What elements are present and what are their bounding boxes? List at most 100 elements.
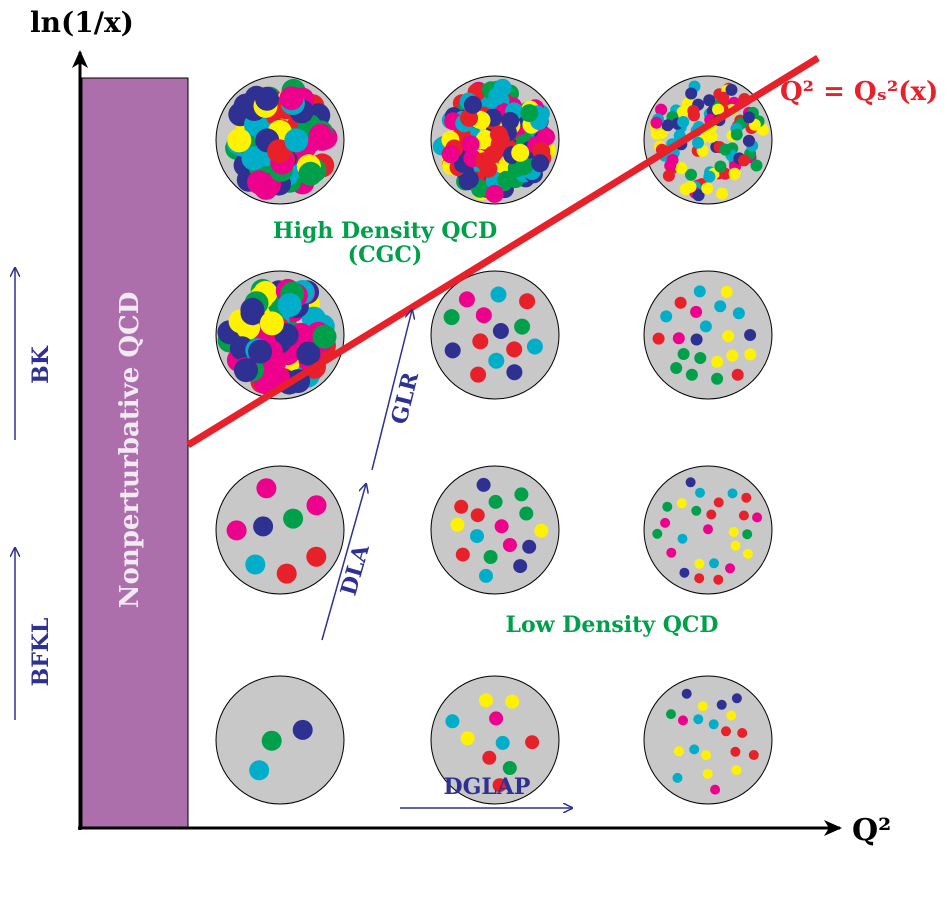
parton bbox=[476, 477, 491, 492]
parton bbox=[726, 710, 737, 721]
parton bbox=[514, 487, 529, 502]
parton bbox=[752, 512, 763, 523]
parton bbox=[298, 161, 323, 186]
parton bbox=[705, 130, 718, 143]
saturation-line bbox=[186, 55, 820, 448]
parton bbox=[722, 330, 735, 343]
parton bbox=[660, 517, 671, 528]
parton bbox=[720, 285, 733, 298]
parton bbox=[725, 563, 735, 574]
parton bbox=[677, 533, 688, 544]
parton bbox=[742, 134, 755, 147]
parton bbox=[702, 768, 713, 779]
parton bbox=[730, 128, 743, 141]
parton bbox=[505, 694, 520, 709]
parton bbox=[676, 498, 687, 509]
parton bbox=[513, 559, 528, 574]
parton bbox=[742, 111, 755, 124]
parton bbox=[713, 497, 724, 508]
cgc-label: (CGC) bbox=[348, 242, 423, 268]
parton bbox=[712, 103, 725, 116]
low-density-label: Low Density QCD bbox=[506, 612, 719, 638]
parton bbox=[672, 332, 685, 345]
parton bbox=[670, 362, 683, 374]
parton bbox=[685, 368, 698, 381]
parton bbox=[502, 761, 517, 775]
parton bbox=[488, 87, 507, 106]
parton bbox=[694, 573, 705, 584]
parton bbox=[693, 285, 706, 298]
parton bbox=[750, 159, 763, 172]
parton bbox=[248, 339, 273, 364]
parton bbox=[267, 139, 292, 164]
parton bbox=[308, 123, 333, 148]
parton bbox=[717, 91, 730, 104]
parton bbox=[245, 554, 266, 575]
parton bbox=[514, 318, 531, 335]
parton bbox=[703, 94, 716, 107]
parton bbox=[725, 83, 738, 96]
parton bbox=[506, 341, 523, 358]
parton bbox=[741, 492, 752, 503]
parton bbox=[697, 701, 708, 712]
parton bbox=[520, 104, 539, 123]
parton bbox=[662, 169, 675, 182]
parton bbox=[522, 539, 537, 554]
parton bbox=[687, 104, 700, 117]
parton bbox=[470, 529, 484, 544]
parton bbox=[454, 499, 469, 514]
parton bbox=[661, 119, 674, 132]
parton bbox=[531, 154, 550, 173]
parton bbox=[689, 744, 700, 755]
parton bbox=[277, 293, 302, 317]
parton bbox=[681, 688, 692, 699]
parton bbox=[694, 558, 705, 569]
parton bbox=[672, 772, 683, 783]
parton bbox=[690, 305, 703, 318]
parton bbox=[708, 719, 719, 730]
parton bbox=[261, 730, 282, 751]
parton bbox=[678, 715, 688, 726]
parton bbox=[249, 760, 270, 781]
parton bbox=[458, 291, 475, 308]
parton bbox=[312, 324, 337, 349]
parton bbox=[711, 372, 724, 385]
parton bbox=[485, 184, 504, 203]
parton bbox=[685, 477, 696, 488]
parton bbox=[495, 735, 510, 750]
parton bbox=[296, 341, 321, 366]
parton bbox=[727, 488, 738, 499]
parton bbox=[515, 157, 534, 176]
parton bbox=[492, 778, 507, 793]
parton bbox=[501, 111, 520, 130]
bk-label: BK bbox=[28, 345, 54, 384]
x-axis-label: Q² bbox=[852, 813, 891, 848]
parton bbox=[714, 300, 727, 313]
parton bbox=[450, 517, 465, 532]
parton bbox=[482, 750, 497, 765]
parton bbox=[470, 366, 487, 383]
parton bbox=[276, 563, 297, 584]
parton bbox=[701, 750, 711, 761]
parton bbox=[650, 116, 663, 129]
parton bbox=[255, 86, 279, 111]
parton bbox=[710, 784, 721, 795]
blob bbox=[643, 675, 773, 805]
glr-label: GLR bbox=[386, 369, 424, 427]
parton bbox=[692, 136, 704, 149]
parton bbox=[443, 309, 460, 326]
parton bbox=[666, 154, 679, 166]
parton bbox=[738, 154, 750, 167]
parton bbox=[534, 523, 549, 538]
nonperturbative-region bbox=[81, 77, 189, 829]
parton bbox=[483, 550, 498, 564]
parton bbox=[690, 333, 703, 346]
parton bbox=[492, 323, 509, 339]
parton bbox=[479, 693, 493, 708]
parton-blobs bbox=[215, 75, 773, 805]
parton bbox=[738, 510, 749, 521]
parton bbox=[234, 358, 258, 383]
parton bbox=[685, 87, 698, 100]
parton bbox=[489, 711, 504, 726]
parton bbox=[247, 170, 271, 195]
